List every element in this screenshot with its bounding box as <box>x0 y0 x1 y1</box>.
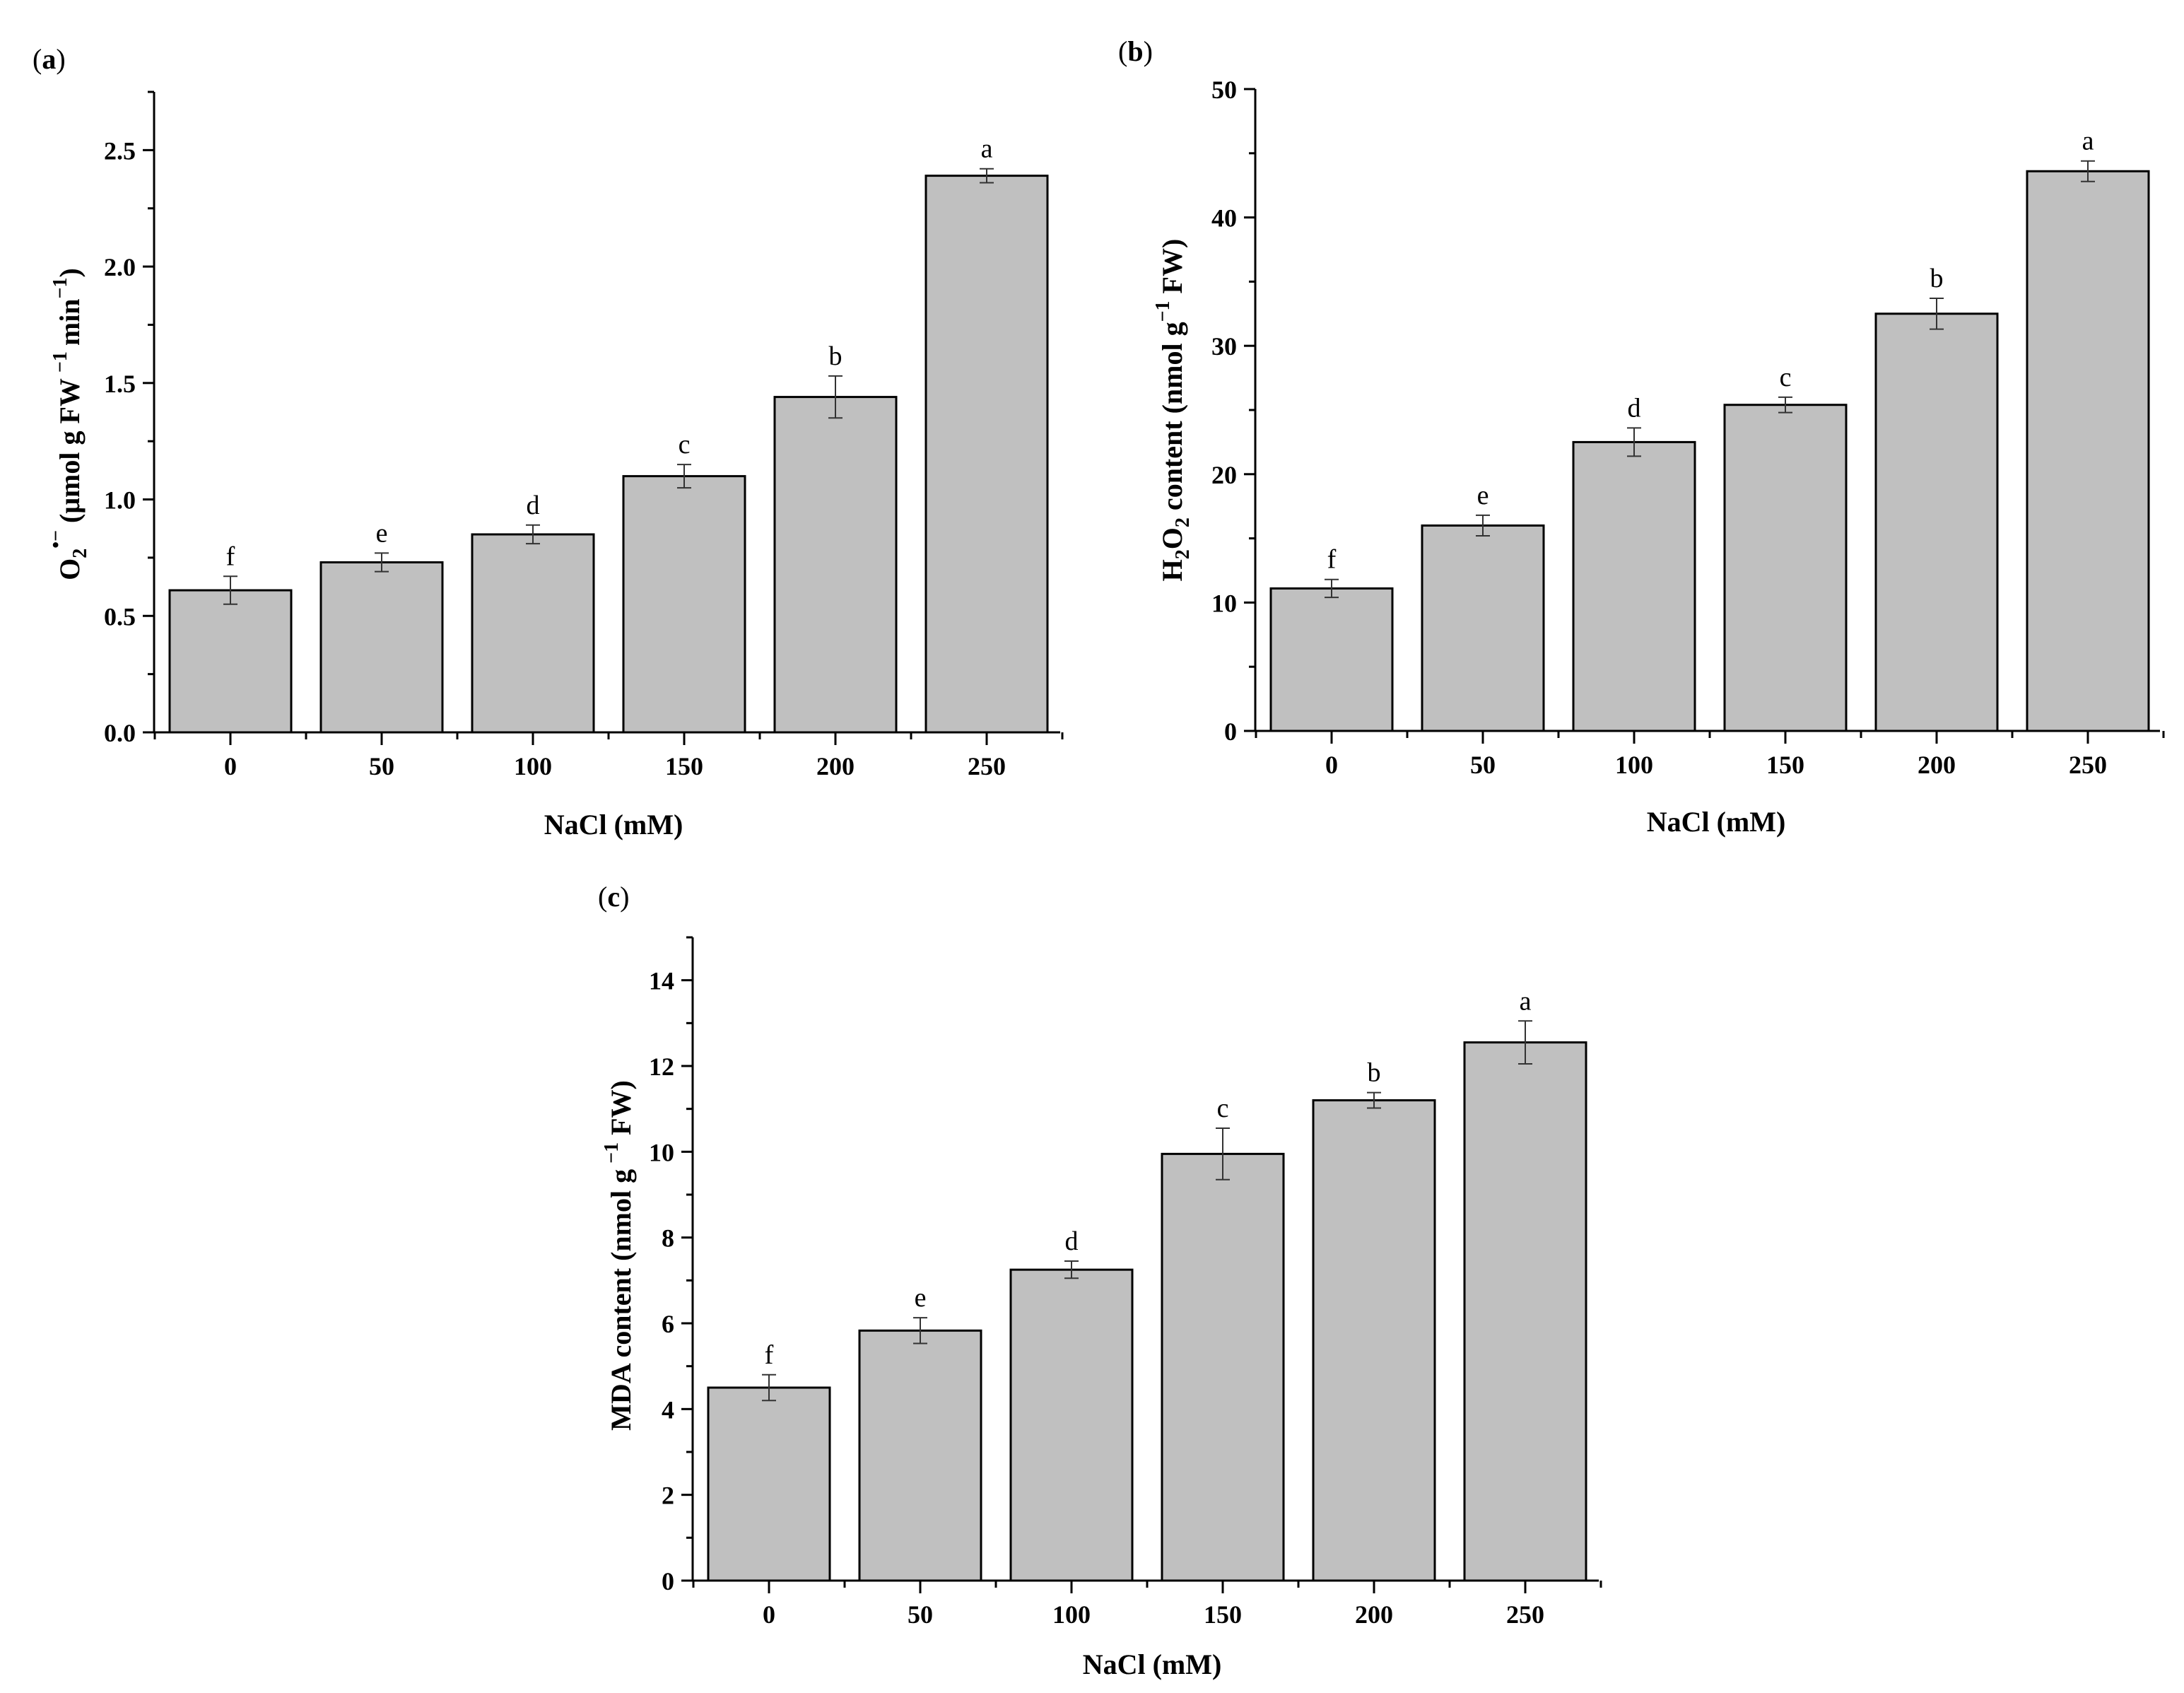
panel-a-bars: f e d c b a <box>168 134 1049 734</box>
significance-letter: a <box>2082 127 2094 156</box>
panel-c-x-axis: 0 50 100 150 200 250 <box>692 1579 1602 1629</box>
significance-letter: b <box>1930 264 1944 293</box>
significance-letter: f <box>1327 545 1337 575</box>
bar <box>773 396 898 734</box>
significance-letter: e <box>376 518 388 548</box>
x-tick-label: 0 <box>1325 751 1338 779</box>
y-tick-label: 2.0 <box>104 253 136 281</box>
y-tick-label: 0.0 <box>104 719 136 747</box>
x-tick-label: 150 <box>665 752 703 780</box>
panel-c-label: (c) <box>598 881 629 913</box>
panel-a-x-axis: 0 50 100 150 200 250 <box>153 731 1064 780</box>
significance-letter: d <box>527 491 540 520</box>
significance-letter: a <box>981 134 993 164</box>
x-tick-label: 250 <box>968 752 1006 780</box>
significance-letter: c <box>1217 1094 1229 1123</box>
y-tick-label: 2.5 <box>104 136 136 165</box>
x-tick-label: 250 <box>2069 751 2107 779</box>
bar <box>2026 170 2150 732</box>
chart-panel-b: (b) NaCl (mM) H2O2content (nmol g−1FW) 0… <box>1118 35 2165 838</box>
x-tick-label: 100 <box>1052 1600 1091 1629</box>
x-tick-label: 150 <box>1204 1600 1242 1629</box>
y-tick-label: 12 <box>649 1053 674 1081</box>
bar <box>622 475 746 734</box>
x-tick-label: 200 <box>1918 751 1956 779</box>
bar <box>707 1386 831 1582</box>
y-tick-label: 1.0 <box>104 486 136 515</box>
y-tick-label: 0.5 <box>104 602 136 631</box>
panel-b-x-axis-title: NaCl (mM) <box>1647 806 1786 838</box>
x-tick-label: 50 <box>369 752 394 780</box>
panel-a-label: (a) <box>33 43 66 75</box>
y-tick-label: 1.5 <box>104 370 136 398</box>
y-tick-label: 50 <box>1211 76 1237 104</box>
significance-letter: d <box>1065 1226 1079 1256</box>
panel-a-x-axis-title: NaCl (mM) <box>544 809 683 840</box>
bar <box>319 561 444 734</box>
panel-c-y-axis-title: MDA content (nmol g−1FW) <box>601 1080 637 1431</box>
panel-b-x-axis: 0 50 100 150 200 250 <box>1255 730 2165 779</box>
significance-letter: b <box>829 341 843 371</box>
y-tick-label: 10 <box>649 1138 674 1166</box>
x-tick-label: 0 <box>224 752 237 780</box>
panel-b-y-axis: 0 10 20 30 40 50 <box>1211 76 1257 746</box>
significance-letter: f <box>226 541 235 571</box>
y-tick-label: 40 <box>1211 204 1237 233</box>
significance-letter: c <box>679 430 691 459</box>
panel-a-y-axis-title: O2•−(μmol g FW−1min−1) <box>45 268 91 580</box>
x-tick-label: 50 <box>1470 751 1496 779</box>
y-tick-label: 0 <box>662 1567 674 1595</box>
bar <box>924 175 1049 734</box>
y-tick-label: 8 <box>662 1224 674 1253</box>
chart-panel-c: (c) NaCl (mM) MDA content (nmol g−1FW) 0… <box>598 881 1602 1680</box>
significance-letter: d <box>1628 393 1641 423</box>
bar <box>1269 587 1394 732</box>
x-tick-label: 50 <box>908 1600 933 1629</box>
y-tick-label: 4 <box>662 1395 674 1424</box>
panel-b-y-axis-title: H2O2content (nmol g−1FW) <box>1152 239 1194 582</box>
y-tick-label: 14 <box>649 967 674 995</box>
bar <box>1723 404 1848 732</box>
y-tick-label: 0 <box>1224 717 1237 746</box>
bar <box>471 533 595 734</box>
x-tick-label: 200 <box>816 752 855 780</box>
bar <box>1312 1099 1436 1582</box>
significance-letter: e <box>1477 481 1489 510</box>
y-tick-label: 30 <box>1211 332 1237 361</box>
x-tick-label: 150 <box>1766 751 1804 779</box>
bar <box>858 1329 982 1582</box>
panel-a-y-axis: 0.0 0.5 1.0 1.5 2.0 2.5 <box>104 90 155 747</box>
bar <box>1009 1268 1134 1582</box>
x-tick-label: 250 <box>1506 1600 1544 1629</box>
significance-letter: c <box>1780 363 1792 392</box>
x-tick-label: 100 <box>514 752 552 780</box>
bar <box>168 589 293 734</box>
panel-c-y-axis: 0 2 4 6 8 10 12 14 <box>649 936 694 1595</box>
y-tick-label: 2 <box>662 1482 674 1510</box>
x-tick-label: 100 <box>1615 751 1653 779</box>
bar <box>1874 312 1999 732</box>
panel-b-bars: f e d c b a <box>1269 127 2150 732</box>
bar <box>1421 524 1545 732</box>
bar <box>1572 440 1696 732</box>
x-tick-label: 200 <box>1355 1600 1393 1629</box>
chart-panel-a: (a) NaCl (mM) O2•−(μmol g FW−1min−1) 0.0… <box>33 43 1064 840</box>
significance-letter: f <box>765 1340 774 1370</box>
y-tick-label: 10 <box>1211 589 1237 617</box>
significance-letter: b <box>1368 1058 1381 1088</box>
significance-letter: a <box>1520 986 1532 1016</box>
panel-b-label: (b) <box>1118 35 1153 67</box>
y-tick-label: 20 <box>1211 461 1237 489</box>
y-tick-label: 6 <box>662 1310 674 1338</box>
significance-letter: e <box>915 1283 927 1313</box>
bar <box>1463 1041 1587 1582</box>
bar <box>1161 1152 1285 1582</box>
panel-c-x-axis-title: NaCl (mM) <box>1083 1648 1222 1680</box>
panel-c-bars: f e d c b a <box>707 986 1587 1582</box>
x-tick-label: 0 <box>763 1600 775 1629</box>
